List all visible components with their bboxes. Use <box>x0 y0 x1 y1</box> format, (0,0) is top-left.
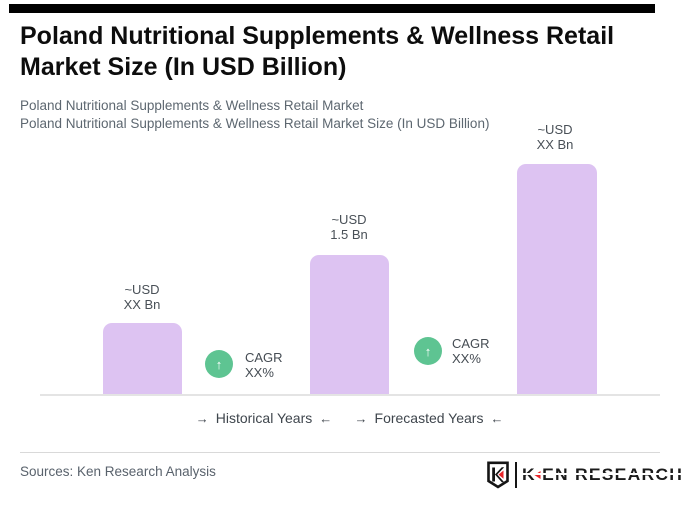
bar-forecast <box>517 164 597 394</box>
bar3-value-line2: XX Bn <box>536 136 574 152</box>
right-arrow-icon: → <box>354 410 368 426</box>
bar1-value-line2: XX Bn <box>123 296 161 312</box>
bar2-value-line1: ~USD <box>331 212 367 227</box>
bar-value-label: ~USD XX Bn <box>495 122 615 152</box>
page-title-line2: Market Size (In USD Billion) <box>20 53 347 81</box>
bar-value-label: ~USD 1.5 Bn <box>289 212 409 242</box>
logo-text: K EN RESEARCH <box>522 464 684 485</box>
page-title: Poland Nutritional Supplements & Wellnes… <box>20 21 680 83</box>
cagr1-line2: XX% <box>245 364 274 380</box>
cagr-label-2: CAGR XX% <box>452 336 490 366</box>
cagr-label-1: CAGR XX% <box>245 350 283 380</box>
cagr1-line1: CAGR <box>245 350 283 365</box>
cagr2-line1: CAGR <box>452 336 490 351</box>
x-axis-group-historical: → Historical Years ← <box>196 410 333 426</box>
bar-historical-1 <box>103 323 182 394</box>
cagr-badge-1: ↑ <box>205 350 233 378</box>
bar1-value-line1: ~USD <box>124 282 160 297</box>
x-axis-baseline <box>40 394 660 396</box>
chart-subtitle-line1: Poland Nutritional Supplements & Wellnes… <box>20 98 364 113</box>
ken-research-logo: K EN RESEARCH <box>486 460 684 489</box>
x-axis-group-label: Forecasted Years <box>374 410 484 426</box>
logo-separator <box>515 461 517 488</box>
right-arrow-icon: → <box>195 410 209 426</box>
chart-subtitle: Poland Nutritional Supplements & Wellnes… <box>20 97 680 133</box>
up-arrow-icon: ↑ <box>215 356 223 372</box>
x-axis-group-label: Historical Years <box>215 410 313 426</box>
top-accent-bar <box>9 4 655 13</box>
bar-historical-2 <box>310 255 389 394</box>
left-arrow-icon: ← <box>490 410 504 426</box>
left-arrow-icon: ← <box>319 410 333 426</box>
logo-text-k: K <box>522 464 536 484</box>
red-triangle-icon <box>534 470 542 479</box>
cagr2-line2: XX% <box>452 350 481 366</box>
logo-red-triangle-icon <box>498 470 504 479</box>
cagr-badge-2: ↑ <box>414 337 442 365</box>
up-arrow-icon: ↑ <box>424 343 432 359</box>
sources-text: Sources: Ken Research Analysis <box>20 464 216 479</box>
bar3-value-line1: ~USD <box>537 122 573 137</box>
logo-shield-icon <box>487 461 509 489</box>
chart-subtitle-line2: Poland Nutritional Supplements & Wellnes… <box>20 116 490 131</box>
footer-divider <box>20 452 660 453</box>
bar2-value-line2: 1.5 Bn <box>330 226 368 242</box>
bar-value-label: ~USD XX Bn <box>82 282 202 312</box>
x-axis-group-forecasted: → Forecasted Years ← <box>355 410 504 426</box>
logo-text-rest: EN RESEARCH <box>542 464 684 484</box>
page-title-line1: Poland Nutritional Supplements & Wellnes… <box>20 22 615 50</box>
